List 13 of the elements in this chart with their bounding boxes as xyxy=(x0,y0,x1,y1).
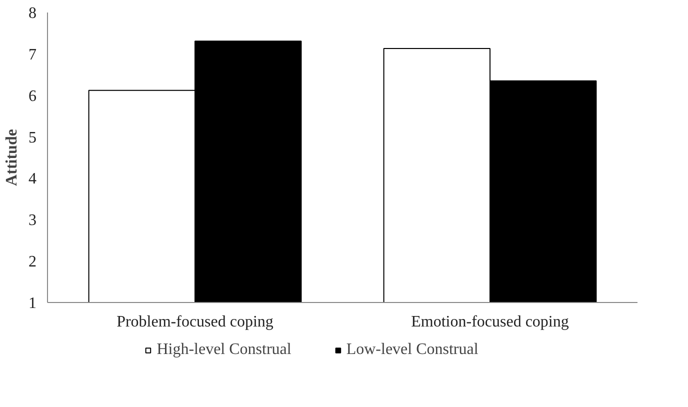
y-tick-label: 6 xyxy=(28,88,36,105)
x-tick-label: Emotion-focused coping xyxy=(411,314,569,330)
y-axis-title: Attitude xyxy=(4,129,20,186)
y-tick-label: 7 xyxy=(28,46,36,64)
legend-label: Low-level Construal xyxy=(346,341,478,359)
y-tick-label: 1 xyxy=(28,295,36,312)
y-tick-label: 5 xyxy=(28,129,36,146)
x-tick-label: Problem-focused coping xyxy=(116,314,274,330)
y-tick-label: 2 xyxy=(28,254,36,271)
y-tick-label: 8 xyxy=(28,5,36,22)
y-tick-label: 3 xyxy=(28,212,36,230)
y-tick-label: 4 xyxy=(28,170,36,188)
legend-label: High-level Construal xyxy=(156,341,292,359)
